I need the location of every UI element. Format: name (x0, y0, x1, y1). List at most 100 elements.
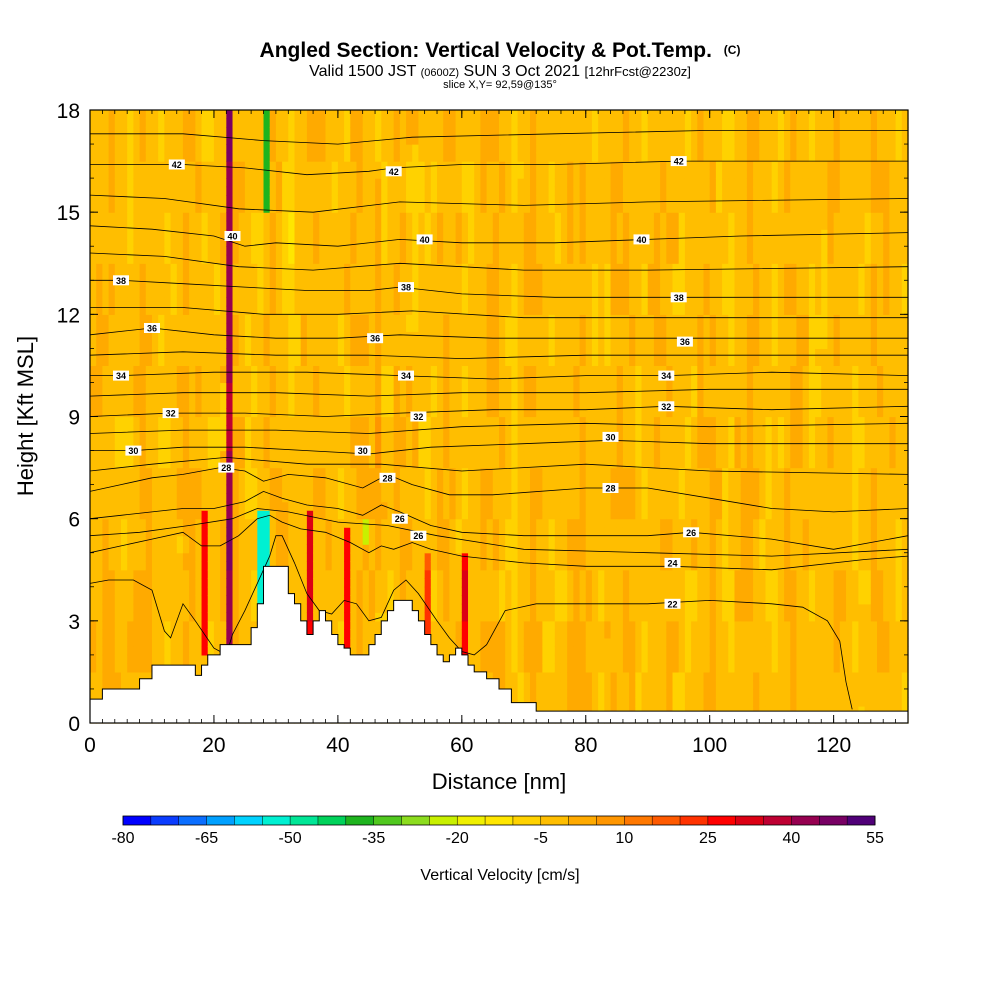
velocity-cell (288, 373, 296, 384)
velocity-cell (331, 339, 339, 349)
velocity-cell (517, 586, 525, 596)
velocity-cell (257, 288, 265, 298)
velocity-cell (381, 527, 389, 537)
velocity-cell (319, 407, 327, 418)
velocity-cell (263, 552, 271, 562)
velocity-cell (306, 552, 314, 562)
velocity-cell (158, 433, 165, 443)
velocity-cell (306, 203, 314, 213)
velocity-cell (368, 178, 376, 188)
velocity-cell (313, 416, 320, 426)
velocity-cell (449, 178, 457, 188)
velocity-cell (282, 169, 289, 179)
velocity-cell (170, 373, 178, 384)
velocity-cell (449, 390, 457, 401)
velocity-cell (319, 246, 327, 256)
velocity-cell (474, 322, 482, 332)
velocity-cell (232, 365, 240, 375)
velocity-cell (344, 578, 351, 588)
velocity-cell (344, 382, 351, 392)
velocity-cell (443, 178, 451, 188)
velocity-cell (158, 339, 165, 349)
velocity-cell (418, 510, 426, 520)
velocity-cell (350, 118, 358, 128)
velocity-cell (499, 433, 506, 443)
velocity-cell (449, 535, 457, 545)
velocity-cell (139, 493, 147, 503)
velocity-cell (90, 442, 97, 452)
velocity-cell (387, 382, 395, 392)
velocity-cell (201, 237, 209, 247)
velocity-cell (362, 510, 370, 520)
velocity-cell (399, 314, 407, 324)
velocity-cell (213, 135, 221, 145)
velocity-cell (263, 527, 271, 537)
velocity-cell (176, 450, 184, 460)
velocity-cell (368, 322, 376, 332)
velocity-cell (461, 322, 469, 332)
velocity-cell (306, 161, 314, 171)
velocity-cell (480, 586, 488, 596)
velocity-cell (337, 229, 345, 239)
velocity-cell (114, 263, 122, 273)
velocity-cell (213, 425, 221, 435)
velocity-cell (226, 493, 234, 503)
velocity-cell (189, 271, 196, 281)
velocity-cell (232, 161, 240, 171)
velocity-cell (505, 161, 512, 171)
velocity-cell (139, 578, 147, 588)
velocity-cell (145, 195, 153, 205)
velocity-cell (437, 144, 444, 154)
velocity-cell (461, 203, 469, 213)
velocity-cell (443, 535, 451, 545)
velocity-cell (455, 620, 463, 630)
velocity-cell (393, 544, 401, 554)
velocity-cell (96, 220, 103, 230)
velocity-cell (393, 552, 401, 562)
velocity-cell (437, 544, 444, 554)
velocity-cell (368, 356, 376, 367)
velocity-cell (424, 271, 432, 281)
velocity-cell (232, 459, 240, 469)
velocity-cell (492, 569, 500, 579)
velocity-cell (449, 484, 457, 494)
velocity-cell (90, 305, 97, 315)
velocity-cell (238, 314, 246, 324)
velocity-cell (164, 578, 172, 588)
velocity-cell (145, 450, 153, 460)
velocity-cell (257, 305, 265, 315)
velocity-cell (288, 118, 296, 128)
velocity-cell (238, 339, 246, 349)
velocity-cell (139, 305, 147, 315)
velocity-cell (492, 246, 500, 256)
velocity-cell (90, 186, 97, 196)
velocity-cell (201, 144, 209, 154)
velocity-cell (294, 390, 302, 401)
velocity-cell (300, 331, 308, 341)
velocity-cell (164, 297, 172, 307)
velocity-cell (195, 339, 203, 349)
velocity-cell (189, 620, 196, 630)
velocity-cell (331, 271, 339, 281)
velocity-cell (114, 407, 122, 418)
velocity-cell (368, 161, 376, 171)
velocity-cell (331, 280, 339, 290)
velocity-cell (120, 561, 128, 571)
velocity-cell (399, 220, 407, 230)
velocity-cell (213, 254, 221, 264)
velocity-cell (251, 246, 258, 256)
velocity-cell (381, 595, 389, 605)
velocity-cell (102, 425, 110, 435)
velocity-cell (362, 561, 370, 571)
velocity-cell (486, 637, 494, 647)
velocity-cell (189, 212, 196, 222)
velocity-cell (96, 382, 103, 392)
velocity-cell (492, 212, 500, 222)
velocity-cell (220, 442, 227, 452)
velocity-cell (164, 552, 172, 562)
velocity-cell (375, 220, 382, 230)
velocity-cell (393, 493, 401, 503)
velocity-cell (158, 322, 165, 332)
velocity-cell (96, 535, 103, 545)
velocity-cell (120, 578, 128, 588)
